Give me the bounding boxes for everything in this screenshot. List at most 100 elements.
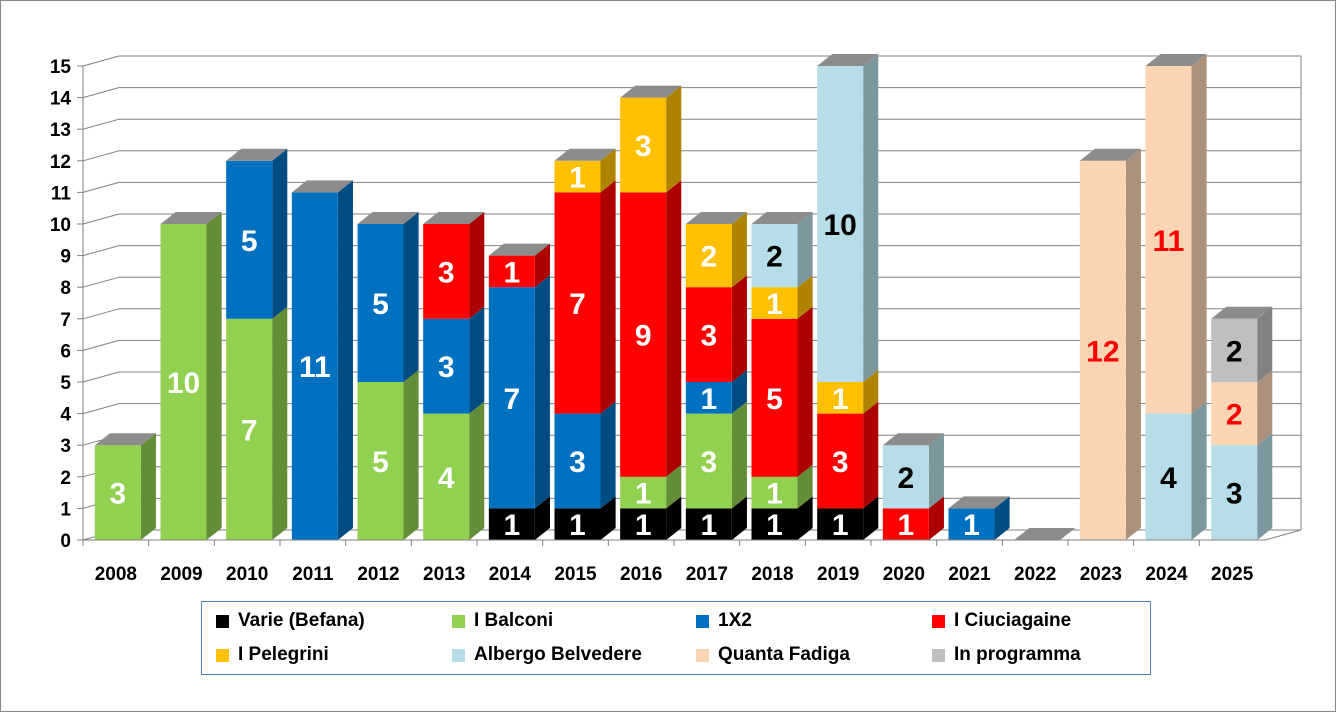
y-tick-label: 1 bbox=[60, 499, 71, 520]
bar-top bbox=[226, 148, 288, 161]
bar-side bbox=[731, 275, 747, 382]
bar-side bbox=[1257, 433, 1273, 540]
data-labels: 3107511554331711371119313132115121311012… bbox=[109, 130, 1242, 542]
data-label: 1 bbox=[503, 256, 520, 289]
data-label: 3 bbox=[635, 130, 652, 163]
bar-segment bbox=[1079, 160, 1126, 541]
bar-segment bbox=[620, 192, 667, 477]
y-tick-label: 9 bbox=[60, 247, 71, 268]
bar-segment bbox=[620, 97, 667, 193]
bar-side bbox=[469, 401, 485, 540]
data-label: 1 bbox=[766, 509, 783, 542]
legend-swatch bbox=[452, 614, 465, 628]
data-label: 3 bbox=[438, 256, 455, 289]
bar-side bbox=[337, 180, 353, 540]
bar-side bbox=[469, 212, 485, 319]
data-label: 1 bbox=[569, 509, 586, 542]
x-tick-label: 2010 bbox=[226, 564, 268, 585]
bar-side bbox=[863, 496, 879, 540]
legend-item: Varie (Befana) bbox=[216, 610, 365, 632]
bar-side bbox=[731, 370, 747, 414]
legend-swatch bbox=[932, 648, 945, 662]
data-label: 1 bbox=[700, 383, 717, 416]
data-label: 11 bbox=[1153, 225, 1185, 258]
legend-label: Varie (Befana) bbox=[238, 610, 365, 631]
data-label: 9 bbox=[635, 320, 652, 353]
legend-item: I Balconi bbox=[452, 610, 553, 632]
data-label: 2 bbox=[766, 241, 783, 274]
bar-segment bbox=[751, 318, 798, 477]
x-tick-label: 2022 bbox=[1014, 564, 1056, 585]
bar-segment bbox=[817, 382, 864, 414]
data-label: 1 bbox=[832, 383, 849, 416]
data-label: 1 bbox=[766, 288, 783, 321]
bar-top bbox=[554, 148, 616, 161]
x-tick-label: 2023 bbox=[1080, 564, 1122, 585]
data-label: 3 bbox=[700, 320, 717, 353]
bar-top bbox=[94, 433, 156, 446]
x-tick-label: 2019 bbox=[817, 564, 859, 585]
bar-side bbox=[272, 306, 288, 540]
data-label: 3 bbox=[438, 351, 455, 384]
bar-top bbox=[751, 212, 813, 224]
bar-side bbox=[666, 180, 682, 477]
y-tick-label: 2 bbox=[60, 468, 71, 489]
x-tick-label: 2018 bbox=[751, 564, 793, 585]
bar-segment bbox=[554, 508, 601, 540]
bar-top bbox=[488, 243, 550, 256]
gridline-side bbox=[82, 181, 120, 193]
y-tick-label: 11 bbox=[51, 183, 72, 204]
gridline-side bbox=[82, 308, 120, 320]
bar-segment bbox=[554, 160, 601, 193]
gridline-side bbox=[82, 213, 120, 225]
bar-side bbox=[928, 496, 944, 540]
bar-side bbox=[206, 212, 222, 540]
bar-side bbox=[1257, 370, 1273, 446]
bar-segment bbox=[685, 382, 732, 414]
bar-side bbox=[731, 212, 747, 288]
bar-segment bbox=[817, 413, 864, 509]
legend-label: I Balconi bbox=[474, 610, 554, 631]
bar-side bbox=[797, 496, 813, 540]
legend-label: Quanta Fadiga bbox=[718, 644, 850, 665]
bar-side bbox=[469, 306, 485, 414]
data-label: 12 bbox=[1086, 335, 1119, 368]
data-label: 5 bbox=[372, 288, 389, 321]
data-label: 3 bbox=[109, 478, 126, 511]
legend-item: I Pelegrini bbox=[216, 644, 329, 666]
data-label: 1 bbox=[503, 509, 520, 542]
bar-segment bbox=[948, 508, 995, 540]
data-label: 1 bbox=[635, 509, 652, 542]
x-tick-label: 2008 bbox=[95, 564, 137, 585]
bar-segment bbox=[357, 224, 404, 382]
bar-side bbox=[666, 85, 682, 193]
data-label: 1 bbox=[766, 478, 783, 511]
bar-side bbox=[534, 275, 550, 509]
legend-label: Albergo Belvedere bbox=[474, 644, 642, 665]
bar-top bbox=[1145, 54, 1207, 66]
bar-segment bbox=[751, 224, 798, 288]
gridline-side bbox=[82, 339, 120, 351]
bar-segment bbox=[291, 192, 338, 540]
bar-segment bbox=[751, 508, 798, 540]
data-label: 4 bbox=[438, 462, 455, 495]
legend: Varie (Befana) I Balconi 1X2 I Ciuciagaine I… bbox=[201, 601, 1151, 675]
bar-side bbox=[1191, 54, 1207, 414]
bar-side bbox=[863, 401, 879, 509]
bar-segment bbox=[817, 66, 864, 382]
gridline-side bbox=[82, 55, 120, 67]
bar-side bbox=[600, 496, 616, 540]
bar-segment bbox=[1211, 318, 1258, 382]
data-label: 3 bbox=[832, 446, 849, 479]
data-label: 1 bbox=[963, 509, 980, 542]
data-label: 10 bbox=[167, 367, 200, 400]
bar-side bbox=[797, 306, 813, 477]
data-label: 7 bbox=[241, 414, 258, 447]
bar-side bbox=[863, 370, 879, 414]
y-tick-label: 7 bbox=[60, 310, 71, 331]
bar-top bbox=[1079, 148, 1141, 161]
bar-segment bbox=[882, 508, 929, 540]
bar-top bbox=[1014, 528, 1076, 540]
data-label: 11 bbox=[299, 351, 331, 384]
